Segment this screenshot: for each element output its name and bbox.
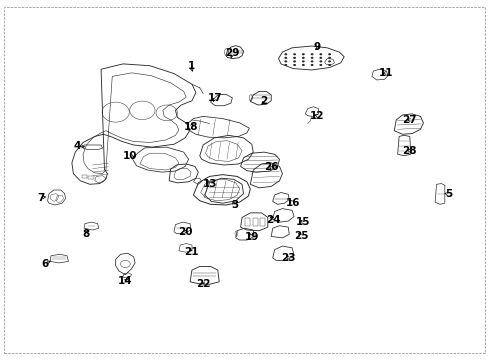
Circle shape xyxy=(301,64,304,66)
Text: 19: 19 xyxy=(244,232,259,242)
Text: 29: 29 xyxy=(224,48,239,58)
Circle shape xyxy=(310,64,313,66)
Text: 12: 12 xyxy=(309,111,324,121)
Bar xyxy=(252,217,257,226)
Circle shape xyxy=(301,60,304,63)
Text: 11: 11 xyxy=(379,68,393,78)
Text: 13: 13 xyxy=(203,179,217,189)
Circle shape xyxy=(319,64,322,66)
Text: 6: 6 xyxy=(41,259,49,269)
Text: 8: 8 xyxy=(82,229,90,239)
Text: 28: 28 xyxy=(402,146,416,156)
Circle shape xyxy=(327,57,330,59)
Text: 18: 18 xyxy=(183,122,198,132)
Circle shape xyxy=(327,53,330,55)
Text: 26: 26 xyxy=(264,162,278,172)
Circle shape xyxy=(292,60,295,63)
Text: 24: 24 xyxy=(266,215,281,225)
Text: 14: 14 xyxy=(118,276,132,286)
Bar xyxy=(260,217,264,226)
Text: 17: 17 xyxy=(207,93,222,103)
Text: 23: 23 xyxy=(281,253,295,263)
Text: 10: 10 xyxy=(123,151,137,161)
Text: 25: 25 xyxy=(294,231,308,242)
Circle shape xyxy=(284,57,287,59)
Circle shape xyxy=(310,57,313,59)
Circle shape xyxy=(301,57,304,59)
Circle shape xyxy=(310,60,313,63)
Text: 15: 15 xyxy=(295,217,309,227)
Circle shape xyxy=(292,64,295,66)
Text: 3: 3 xyxy=(231,200,238,210)
Bar xyxy=(88,176,94,179)
Circle shape xyxy=(319,53,322,55)
Circle shape xyxy=(310,53,313,55)
Text: 2: 2 xyxy=(260,96,267,107)
Text: 16: 16 xyxy=(285,198,300,208)
Circle shape xyxy=(292,57,295,59)
Circle shape xyxy=(319,57,322,59)
Circle shape xyxy=(319,60,322,63)
Circle shape xyxy=(301,53,304,55)
Text: 21: 21 xyxy=(183,247,198,257)
Bar xyxy=(81,175,87,178)
Circle shape xyxy=(327,64,330,66)
Text: 27: 27 xyxy=(402,115,416,125)
Text: 4: 4 xyxy=(73,141,81,151)
Text: 5: 5 xyxy=(444,189,451,199)
Text: 22: 22 xyxy=(196,279,210,289)
Text: 20: 20 xyxy=(178,227,192,237)
Text: 7: 7 xyxy=(38,193,45,203)
Circle shape xyxy=(284,60,287,63)
Circle shape xyxy=(292,53,295,55)
Text: 1: 1 xyxy=(187,61,194,71)
Circle shape xyxy=(284,53,287,55)
Text: 9: 9 xyxy=(313,42,320,52)
Circle shape xyxy=(284,64,287,66)
Bar xyxy=(245,217,250,226)
Circle shape xyxy=(327,60,330,63)
